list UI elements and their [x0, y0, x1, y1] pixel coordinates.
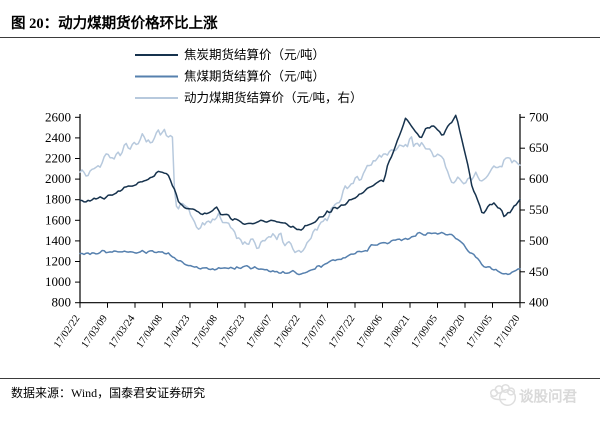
svg-text:谈股问君: 谈股问君	[519, 388, 577, 406]
